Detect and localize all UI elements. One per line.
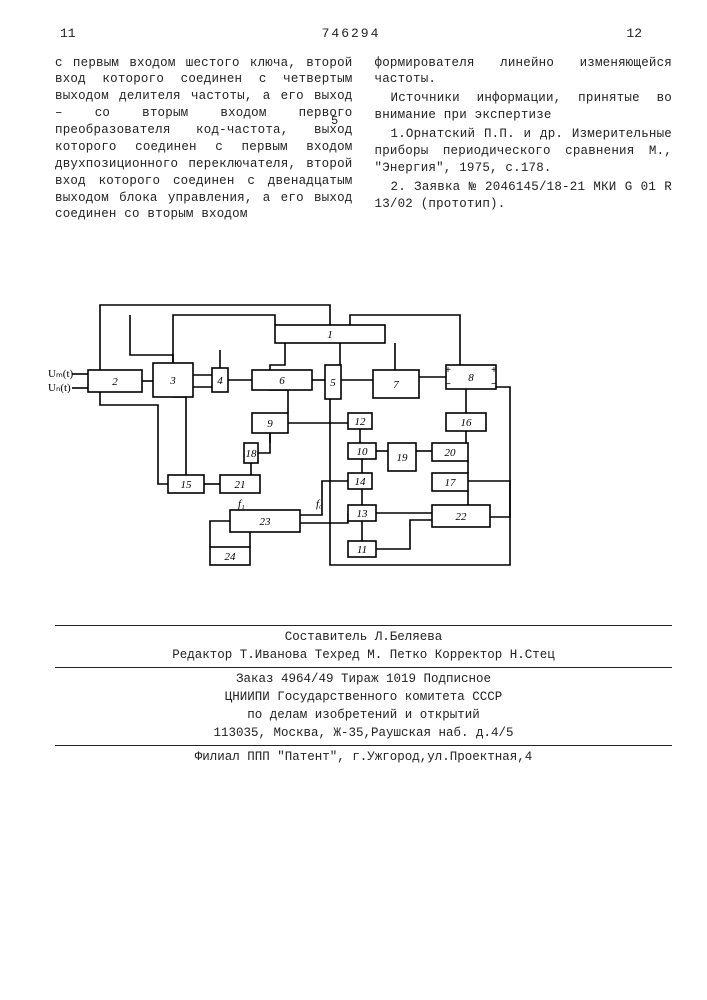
left-column: с первым входом шестого ключа, вто­рой в…: [55, 55, 353, 226]
svg-text:−: −: [445, 380, 451, 391]
svg-text:15: 15: [181, 479, 193, 491]
svg-text:Uₙ(t): Uₙ(t): [48, 382, 71, 394]
editor-line: Редактор Т.Иванова Техред М. Петко Корре…: [55, 647, 672, 664]
right-para1: формирователя линейно изменяющейся часто…: [375, 55, 673, 89]
svg-text:6: 6: [279, 375, 285, 387]
svg-text:11: 11: [357, 544, 367, 556]
svg-text:f₀: f₀: [316, 498, 323, 510]
svg-text:4: 4: [217, 375, 223, 387]
left-para: с первым входом шестого ключа, вто­рой в…: [55, 55, 353, 224]
svg-text:+: +: [445, 366, 451, 377]
doc-number: 746294: [322, 25, 381, 43]
page-left: 11: [60, 25, 76, 43]
svg-text:18: 18: [246, 448, 258, 460]
svg-text:19: 19: [397, 452, 409, 464]
block-diagram: Uₘ(t)Uₙ(t)123465789121618101920152114172…: [40, 295, 672, 585]
svg-text:24: 24: [225, 551, 237, 563]
imprint: Составитель Л.Беляева Редактор Т.Иванова…: [55, 625, 672, 765]
svg-text:10: 10: [357, 446, 369, 458]
svg-text:8: 8: [468, 372, 474, 384]
line-marker-5: 5: [331, 113, 338, 129]
source-1: 1.Орнатский П.П. и др. Измеритель­ные пр…: [375, 126, 673, 177]
svg-text:20: 20: [445, 447, 457, 459]
svg-text:14: 14: [355, 476, 367, 488]
svg-text:7: 7: [393, 379, 399, 391]
branch-line: Филиал ППП "Патент", г.Ужгород,ул.Проект…: [55, 749, 672, 766]
svg-text:12: 12: [355, 416, 367, 428]
svg-text:9: 9: [267, 418, 273, 430]
org2-line: по делам изобретений и открытий: [55, 707, 672, 724]
source-2: 2. Заявка № 2046145/18-21 МКИ G 01 R 13/…: [375, 179, 673, 213]
svg-text:22: 22: [456, 511, 468, 523]
svg-text:16: 16: [461, 417, 473, 429]
page-right: 12: [626, 25, 642, 43]
svg-text:17: 17: [445, 477, 457, 489]
sources-heading: Источники информации, принятые во вниман…: [375, 90, 673, 124]
svg-text:21: 21: [235, 479, 246, 491]
svg-text:1: 1: [327, 329, 333, 341]
svg-text:−: −: [491, 380, 497, 391]
svg-text:5: 5: [330, 377, 336, 389]
right-column: формирователя линейно изменяющейся часто…: [375, 55, 673, 226]
text-columns: с первым входом шестого ключа, вто­рой в…: [55, 55, 672, 226]
compiler-line: Составитель Л.Беляева: [55, 629, 672, 646]
svg-text:f₁: f₁: [238, 498, 245, 510]
svg-text:3: 3: [169, 375, 176, 387]
order-line: Заказ 4964/49 Тираж 1019 Подписное: [55, 671, 672, 688]
org1-line: ЦНИИПИ Государственного комитета СССР: [55, 689, 672, 706]
svg-text:+: +: [491, 366, 497, 377]
addr-line: 113035, Москва, Ж-35,Раушская наб. д.4/5: [55, 725, 672, 742]
svg-text:2: 2: [112, 376, 118, 388]
svg-text:13: 13: [357, 508, 369, 520]
svg-text:Uₘ(t): Uₘ(t): [48, 368, 74, 380]
svg-text:23: 23: [260, 516, 272, 528]
